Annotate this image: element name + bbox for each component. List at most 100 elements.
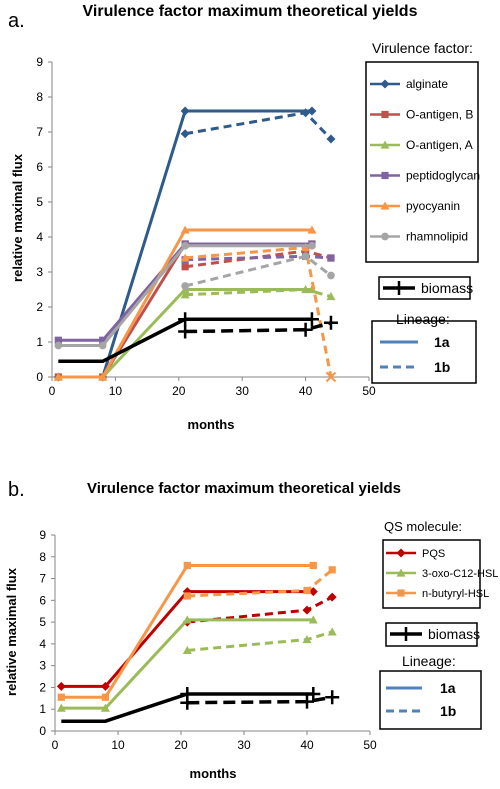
- data-point-3-oxo-c12-hsl: [327, 627, 337, 636]
- data-point-alginate: [326, 134, 336, 144]
- series-line-biomass-1a: [61, 692, 314, 723]
- legend-label-biomass: biomass: [428, 626, 480, 642]
- legend-marker-alginate: [380, 79, 390, 89]
- legend-label-peptidoglycan: peptidoglycan: [406, 169, 480, 183]
- y-tick-label: 6: [36, 160, 43, 174]
- panel-a: a. Virulence factor maximum theoretical …: [8, 3, 480, 432]
- legend-marker-3-oxo-c12-hsl: [396, 568, 406, 577]
- series-line-peptidoglycan-1a: [58, 242, 312, 342]
- legend-marker-pqs: [396, 548, 406, 558]
- data-point-pqs: [56, 681, 66, 691]
- panel-b-xlabel: months: [190, 766, 237, 781]
- panel-a-ylabel: relative maximal flux: [10, 153, 25, 282]
- x-tick-label: 30: [237, 738, 251, 752]
- panel-b-legend: QS molecule: PQS 3-oxo-C12-HSL n-butyryl-H…: [382, 519, 498, 609]
- panel-b-lineage-1a-label: 1a: [440, 680, 456, 696]
- panel-a-label: a.: [8, 10, 25, 32]
- data-point-3-oxo-c12-hsl: [302, 635, 312, 644]
- series-line-pqs-1a: [61, 590, 314, 688]
- data-point-rhamnolipid: [98, 341, 107, 350]
- panel-b-ticks: 0 1 2 3 4 5 6 7 8 9 0 10 20 30 40 50: [39, 528, 377, 752]
- y-tick-label: 0: [36, 370, 43, 384]
- data-point-biomass: [178, 312, 193, 327]
- data-point-3-oxo-c12-hsl: [100, 703, 110, 712]
- data-point-biomass: [178, 324, 193, 339]
- data-point-n-butyryl-hsl: [183, 592, 191, 600]
- x-tick-label: 50: [362, 384, 376, 398]
- data-point-alginate: [180, 129, 190, 139]
- panel-a-ticks: 0 1 2 3 4 5 6 7 8 9 0 10 20 30 40 50: [36, 55, 376, 398]
- panel-b-legend-title: QS molecule:: [384, 519, 462, 534]
- legend-label-pqs: PQS: [422, 548, 445, 560]
- y-tick-label: 3: [36, 265, 43, 279]
- panel-b: b. Virulence factor maximum theoretical …: [4, 479, 498, 781]
- panel-b-lineage-legend-box: [379, 670, 482, 730]
- data-point-o-antigen-a: [326, 292, 336, 301]
- data-point-biomass: [306, 686, 321, 701]
- data-point-3-oxo-c12-hsl: [56, 703, 66, 712]
- panel-a-legend: Virulence factor: alginate O-antigen, B O-…: [365, 40, 480, 263]
- legend-label-3-oxo-c12-hsl: 3-oxo-C12-HSL: [422, 568, 498, 580]
- data-point-peptidoglycan: [327, 254, 335, 262]
- x-tick-label: 0: [52, 738, 59, 752]
- data-point-pqs: [327, 592, 337, 602]
- panel-a-lineage-legend: Lineage: 1a 1b: [371, 311, 477, 384]
- y-tick-label: 1: [36, 335, 43, 349]
- series-line-rhamnolipid-1a: [58, 244, 312, 347]
- data-point-pyocyanin: [325, 371, 337, 383]
- data-point-pyocyanin: [180, 225, 190, 234]
- data-point-peptidoglycan: [54, 336, 62, 344]
- data-point-n-butyryl-hsl: [309, 561, 317, 570]
- legend-label-pyocyanin: pyocyanin: [406, 199, 460, 213]
- legend-label-n-butyryl-hsl: n-butyryl-HSL: [422, 588, 489, 600]
- legend-label-biomass: biomass: [421, 280, 473, 296]
- panel-b-plot-area: [56, 561, 340, 723]
- data-point-pyocyanin: [53, 372, 63, 381]
- data-point-rhamnolipid: [327, 271, 335, 280]
- data-point-pqs: [308, 587, 318, 597]
- y-tick-label: 2: [36, 300, 43, 314]
- legend-marker-o-antigen-a: [380, 140, 390, 149]
- legend-marker-o-antigen-b: [381, 110, 389, 119]
- panel-b-lineage-title: Lineage:: [402, 653, 456, 669]
- y-tick-label: 9: [39, 528, 46, 542]
- panel-a-legend-title: Virulence factor:: [372, 40, 473, 56]
- y-tick-label: 6: [39, 593, 46, 607]
- panel-b-biomass-legend: biomass: [385, 622, 480, 647]
- legend-label-o-antigen-a: O-antigen, A: [406, 138, 473, 152]
- panel-a-lineage-1b-label: 1b: [434, 359, 450, 375]
- series-line-pyocyanin-1a: [58, 228, 312, 379]
- y-tick-label: 8: [36, 90, 43, 104]
- data-point-alginate: [301, 108, 311, 118]
- panel-b-biomass-legend-box: [385, 622, 478, 647]
- x-tick-label: 20: [174, 738, 188, 752]
- data-point-pqs: [100, 681, 110, 691]
- x-tick-label: 40: [300, 738, 314, 752]
- series-line-pyocyanin-1b: [185, 245, 333, 378]
- x-tick-label: 50: [363, 738, 377, 752]
- data-point-pyocyanin: [98, 372, 108, 381]
- data-point-3-oxo-c12-hsl: [182, 645, 192, 655]
- legend-label-alginate: alginate: [406, 77, 448, 91]
- data-point-n-butyryl-hsl: [57, 693, 65, 701]
- data-point-peptidoglycan: [99, 336, 107, 344]
- x-tick-label: 30: [236, 384, 250, 398]
- panel-b-axes: [54, 535, 370, 732]
- y-tick-label: 2: [39, 680, 46, 694]
- data-point-pyocyanin: [180, 253, 190, 262]
- data-point-biomass: [180, 695, 195, 710]
- legend-label-rhamnolipid: rhamnolipid: [406, 230, 468, 244]
- legend-marker-peptidoglycan: [381, 171, 389, 180]
- panel-a-lineage-legend-box: [371, 320, 477, 384]
- legend-label-o-antigen-b: O-antigen, B: [406, 108, 473, 122]
- x-tick-label: 10: [109, 384, 123, 398]
- data-point-pyocyanin: [307, 225, 317, 234]
- panel-a-xlabel: months: [188, 417, 235, 432]
- y-tick-label: 7: [36, 125, 43, 139]
- x-tick-label: 0: [49, 384, 56, 398]
- data-point-rhamnolipid: [301, 252, 310, 261]
- panel-a-lineage-title: Lineage:: [396, 311, 450, 327]
- data-point-n-butyryl-hsl: [303, 586, 311, 595]
- data-point-3-oxo-c12-hsl: [182, 615, 192, 624]
